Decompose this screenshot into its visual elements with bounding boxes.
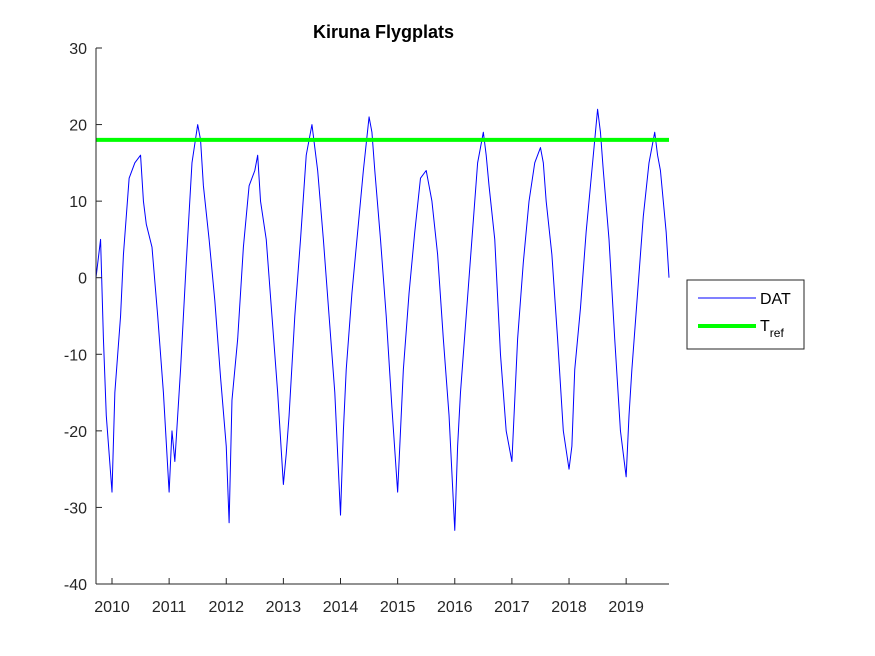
legend-tref-main: T [760, 318, 770, 335]
x-tick-label: 2013 [266, 599, 302, 616]
chart-title: Kiruna Flygplats [313, 22, 454, 42]
x-tick-label: 2017 [494, 599, 530, 616]
x-tick-label: 2018 [551, 599, 587, 616]
x-tick-label: 2014 [323, 599, 359, 616]
y-tick-label: -40 [64, 577, 87, 594]
y-tick-label: 30 [69, 41, 87, 58]
x-tick-label: 2015 [380, 599, 416, 616]
legend-tref-label: Tref [760, 318, 784, 340]
x-tick-label: 2016 [437, 599, 473, 616]
x-tick-label: 2010 [94, 599, 130, 616]
y-tick-label: 20 [69, 118, 87, 135]
ticks-layer: -40 -30 -20 -10 0 10 20 30 2010 2011 2012 2013 2014 2… [64, 41, 644, 616]
x-tick-label: 2012 [208, 599, 244, 616]
x-tick-label: 2019 [608, 599, 644, 616]
y-tick-label: 10 [69, 194, 87, 211]
y-tick-label: -20 [64, 424, 87, 441]
legend-tref-subscript: ref [770, 326, 785, 340]
axes-layer [95, 48, 669, 585]
legend: DAT Tref [686, 279, 805, 350]
plot-area [96, 48, 669, 584]
y-tick-label: -30 [64, 500, 87, 517]
series-dat-line [95, 108, 670, 531]
y-tick-label: 0 [78, 271, 87, 288]
series-layer [95, 108, 670, 531]
legend-box [686, 279, 805, 350]
x-tick-label: 2011 [152, 599, 187, 616]
legend-dat-label: DAT [760, 291, 791, 308]
y-tick-label: -10 [64, 347, 87, 364]
